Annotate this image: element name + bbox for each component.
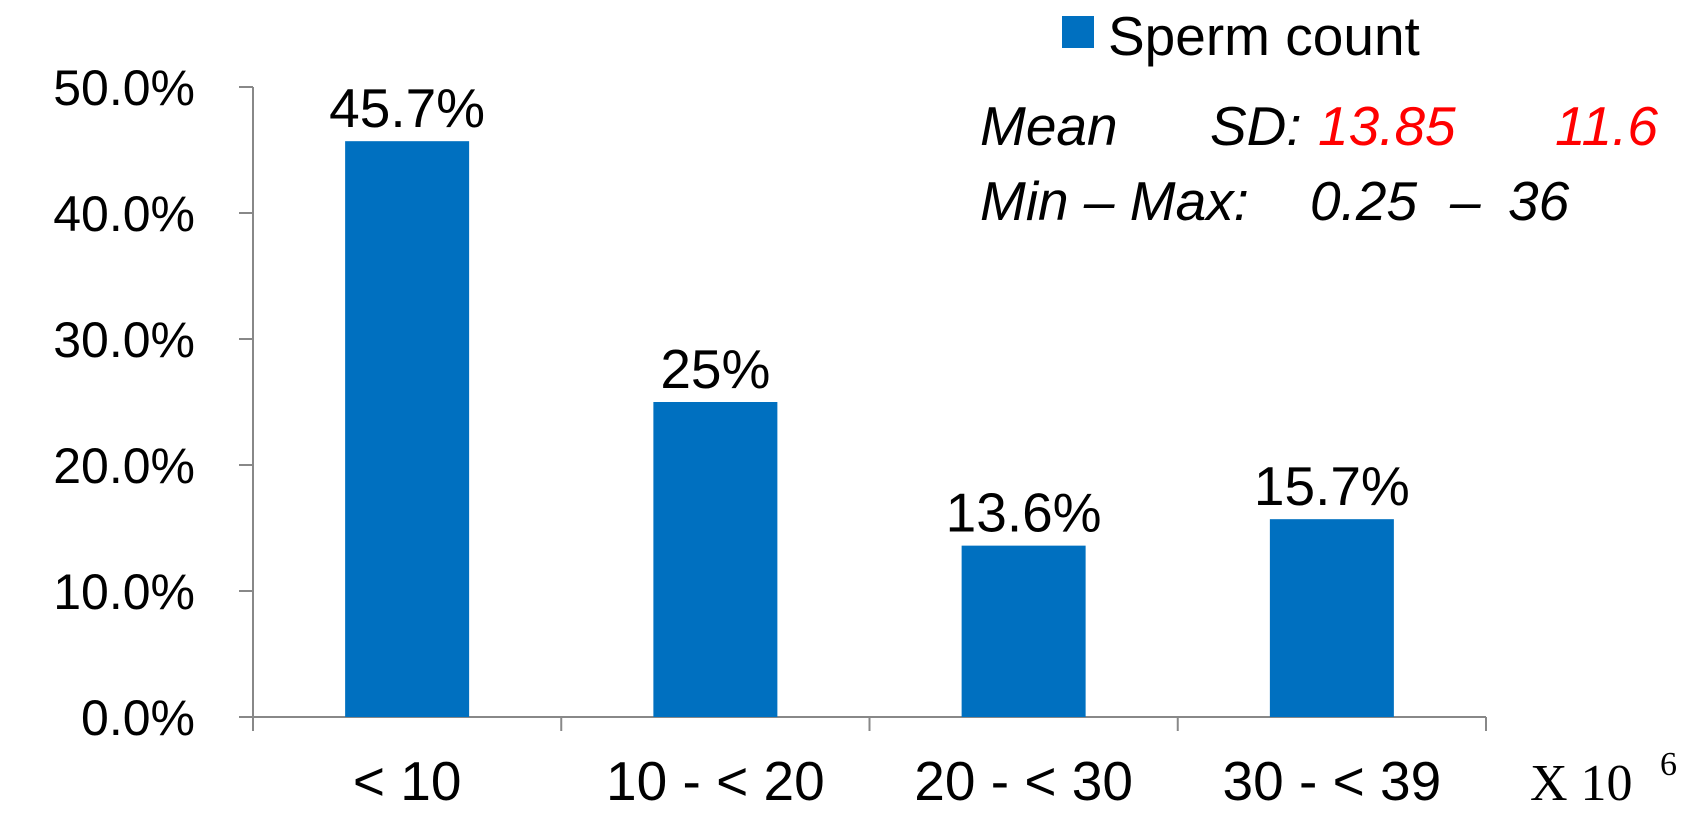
x-axis-unit: X 10 6 [1530, 746, 1677, 812]
bars [345, 141, 1394, 717]
bar [345, 141, 470, 717]
data-label: 45.7% [329, 77, 485, 139]
y-tick-label: 10.0% [53, 564, 195, 620]
x-tick-label: 30 - < 39 [1223, 750, 1442, 812]
range-label: Min – Max: [980, 170, 1249, 232]
category-labels: < 10 10 - < 20 20 - < 30 30 - < 39 [353, 750, 1441, 812]
x-axis-ticks [252, 717, 1487, 731]
bar [653, 402, 778, 717]
y-axis-ticks: 0.0% 10.0% 20.0% 30.0% 40.0% 50.0% [53, 60, 253, 746]
legend-swatch [1062, 16, 1094, 48]
x-tick-label: 20 - < 30 [914, 750, 1133, 812]
x-tick-label: 10 - < 20 [606, 750, 825, 812]
data-labels: 45.7% 25% 13.6% 15.7% [329, 77, 1410, 543]
bar [1269, 519, 1394, 717]
min-value: 0.25 [1310, 170, 1417, 232]
mean-value: 13.85 [1318, 95, 1456, 157]
stats-annotation: Mean SD: 13.85 11.6 Min – Max: 0.25 – 36 [980, 95, 1658, 232]
data-label: 13.6% [946, 482, 1102, 544]
x-unit-base: X 10 [1530, 755, 1633, 812]
sd-value: 11.6 [1555, 95, 1658, 157]
legend-label: Sperm count [1108, 5, 1420, 67]
y-tick-label: 30.0% [53, 312, 195, 368]
bar [961, 545, 1086, 717]
range-dash: – [1449, 170, 1481, 232]
x-tick-label: < 10 [353, 750, 462, 812]
y-tick-label: 40.0% [53, 186, 195, 242]
sd-label: SD: [1210, 95, 1302, 157]
data-label: 15.7% [1254, 455, 1410, 517]
y-tick-label: 0.0% [81, 690, 195, 746]
data-label: 25% [660, 338, 770, 400]
y-tick-label: 20.0% [53, 438, 195, 494]
legend: Sperm count [1062, 5, 1420, 67]
x-unit-exponent: 6 [1660, 746, 1677, 783]
max-value: 36 [1508, 170, 1570, 232]
mean-label: Mean [980, 95, 1118, 157]
y-tick-label: 50.0% [53, 60, 195, 116]
